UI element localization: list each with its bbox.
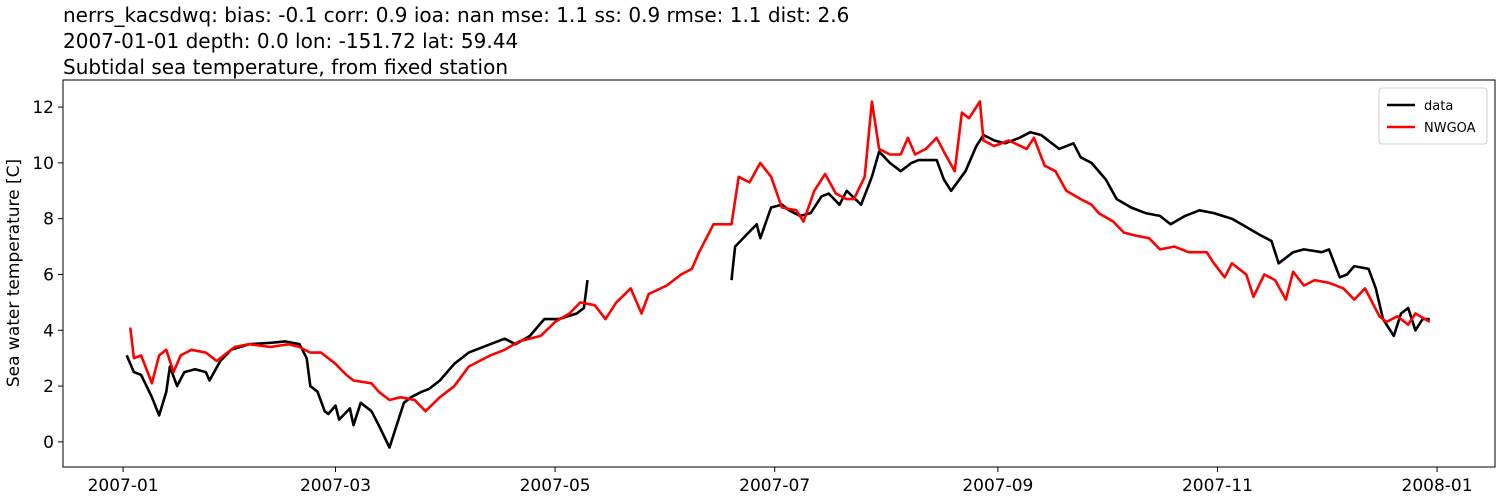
line [129,100,1431,413]
y-axis-label: Sea water temperature [C] [4,159,24,387]
x-tick-label: 2007-11 [1182,476,1253,496]
y-tick-label: 8 [43,210,54,230]
y-tick-label: 10 [32,154,54,174]
y-tick-label: 6 [43,265,54,285]
chart-description: Subtidal sea temperature, from fixed sta… [63,55,508,79]
y-tick-label: 12 [32,98,54,118]
legend-label: data [1424,99,1453,114]
legend-label: NWGOA [1424,121,1476,136]
chart-subtitle: 2007-01-01 depth: 0.0 lon: -151.72 lat: … [63,29,518,53]
x-tick-label: 2007-01 [88,476,159,496]
chart-title: nerrs_kacsdwq: bias: -0.1 corr: 0.9 ioa:… [63,3,849,27]
legend-box [1378,87,1488,145]
plot-frame [62,79,1496,468]
x-tick-label: 2007-05 [520,476,591,496]
y-tick-label: 4 [43,321,54,341]
y-tick-label: 0 [43,433,54,453]
x-tick-label: 2008-01 [1402,476,1473,496]
x-tick-label: 2007-09 [962,476,1033,496]
x-tick-label: 2007-07 [739,476,810,496]
line [125,130,1430,449]
y-tick-label: 2 [43,377,54,397]
x-tick-label: 2007-03 [300,476,371,496]
